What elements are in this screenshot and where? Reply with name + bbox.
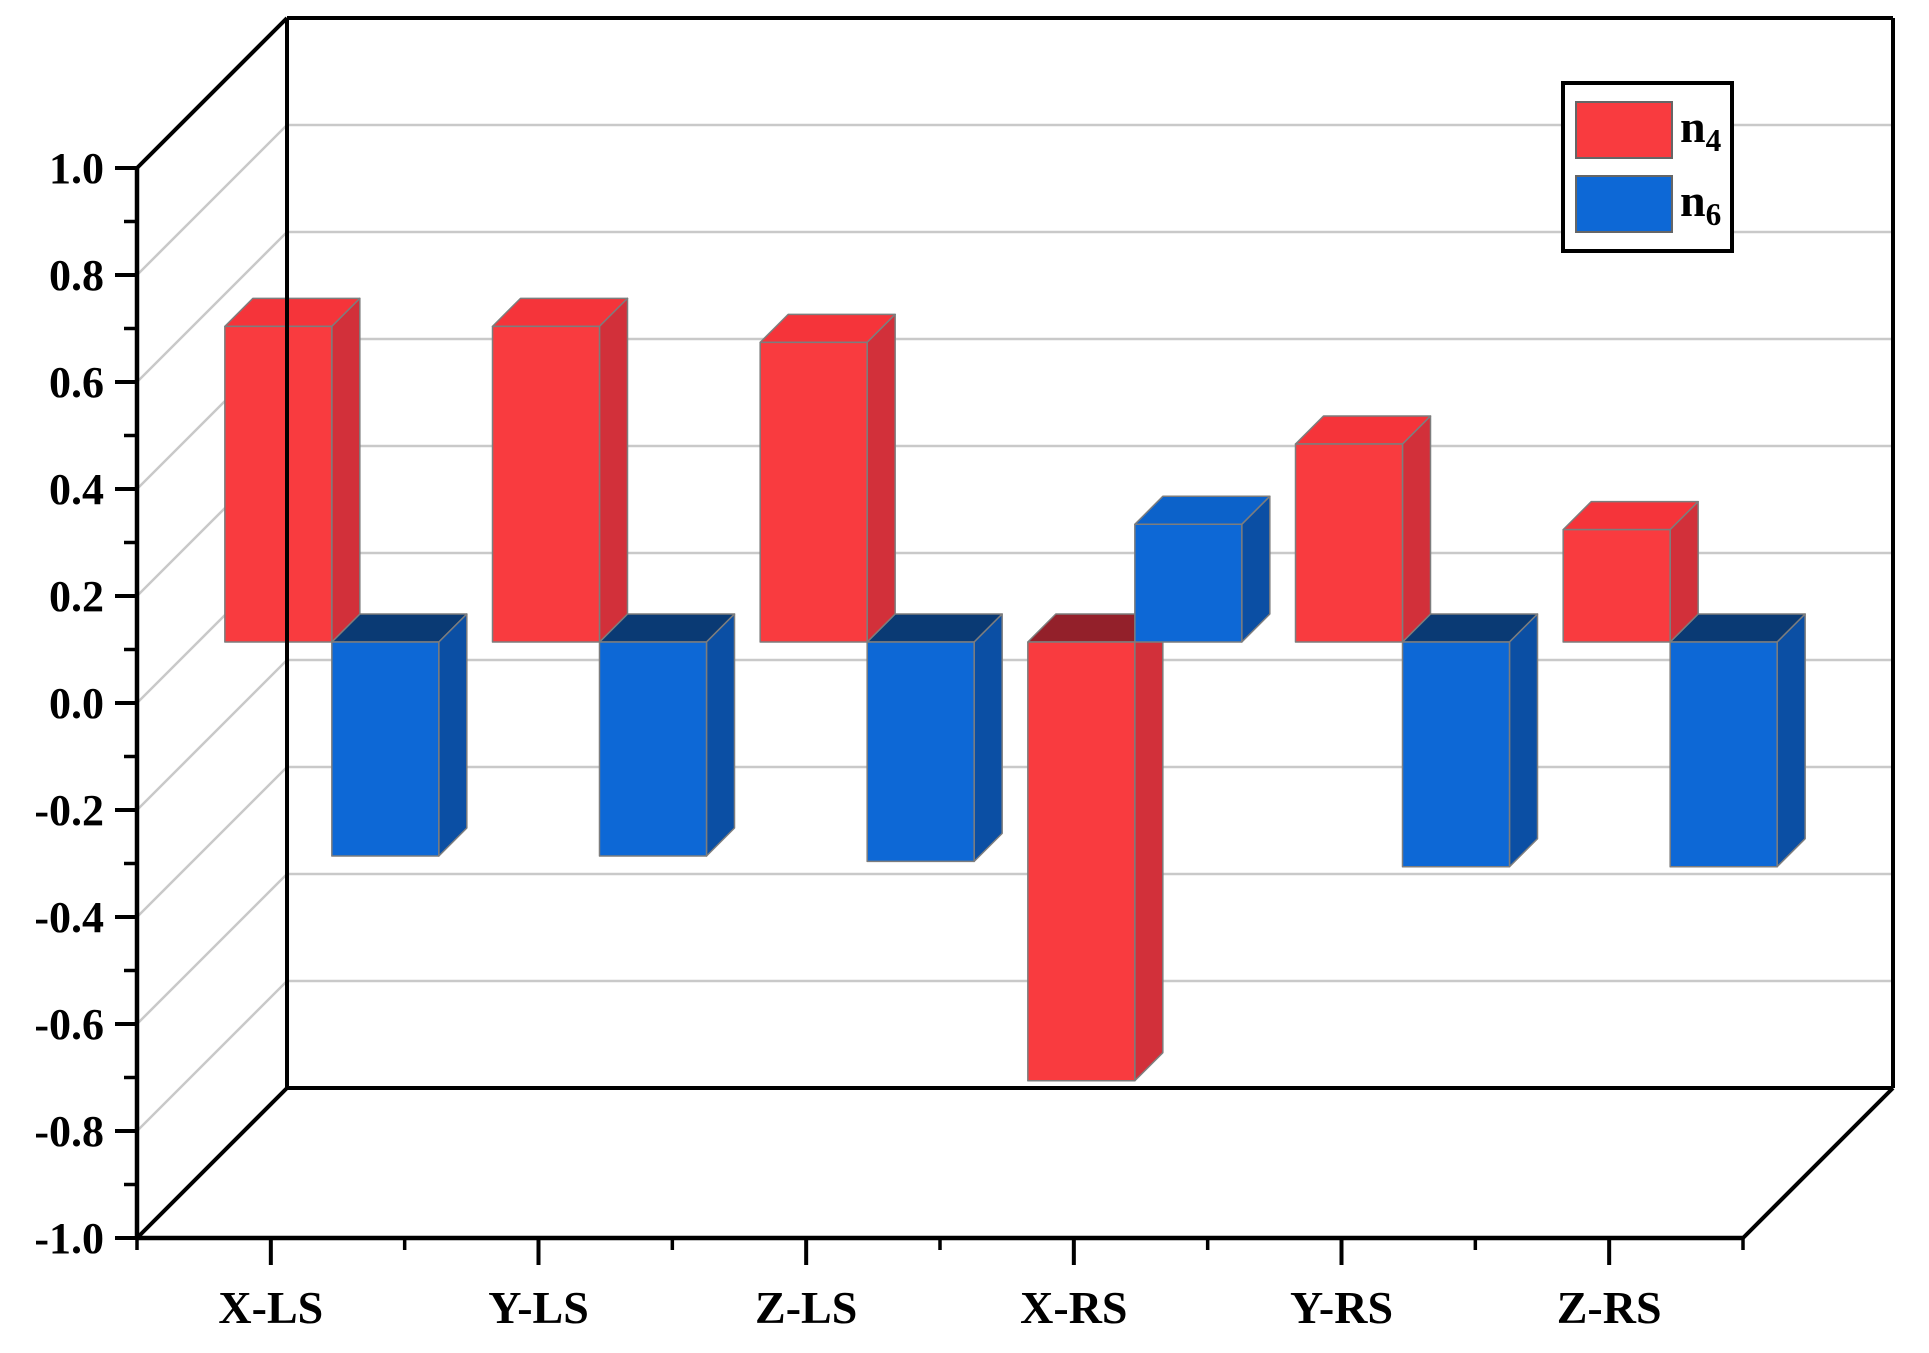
category-label-X-RS: X-RS — [1020, 1282, 1127, 1333]
bar-n6-X-LS-side — [438, 613, 468, 857]
bar-n6-Z-RS-side — [1776, 613, 1806, 868]
box-edge-floor-left — [135, 1086, 289, 1240]
bar-n6-Z-LS-side — [973, 613, 1003, 863]
y-tick-label--1.0: -1.0 — [34, 1214, 104, 1263]
box-edge-leftwall-top — [135, 16, 289, 170]
legend-label-n4: n4 — [1680, 100, 1722, 158]
bar-n4-X-RS-side — [1134, 613, 1164, 1082]
y-tick-label--0.2: -0.2 — [34, 786, 104, 835]
left-wall-gridline--0.2 — [136, 659, 288, 811]
legend-swatch-n6 — [1575, 175, 1673, 233]
y-tick-label-0.4: 0.4 — [49, 465, 104, 514]
box-edge-floor-right — [1741, 1086, 1895, 1240]
legend-item-n6: n6 — [1575, 175, 1730, 233]
left-wall-gridline-0.6 — [136, 231, 288, 383]
bar-n4-X-LS-side — [331, 297, 361, 643]
left-wall-gridline--0.6 — [136, 873, 288, 1025]
category-label-Y-RS: Y-RS — [1290, 1282, 1393, 1333]
left-wall-gridline--0.4 — [136, 766, 288, 918]
bar-n6-X-RS-front — [1134, 523, 1243, 643]
legend: n4 n6 — [1561, 81, 1734, 253]
y-tick-label-0.0: 0.0 — [49, 679, 104, 728]
bar-n6-Z-RS-front — [1669, 641, 1778, 868]
bar-n4-X-LS-front — [224, 325, 333, 643]
bar-n4-Z-LS-front — [759, 341, 868, 643]
bar-n4-Y-LS-front — [491, 325, 601, 643]
bar-n4-Z-RS-front — [1562, 528, 1671, 643]
bar-n6-Y-RS-side — [1508, 613, 1539, 868]
category-label-Y-LS: Y-LS — [488, 1282, 589, 1333]
left-wall-gridline--0.8 — [136, 980, 288, 1132]
bar-n6-Y-LS-side — [705, 613, 736, 857]
y-tick-label--0.6: -0.6 — [34, 1000, 104, 1049]
y-tick-label-1.0: 1.0 — [49, 144, 104, 193]
y-tick-label--0.8: -0.8 — [34, 1107, 104, 1156]
legend-label-n6: n6 — [1680, 174, 1722, 232]
bar-n4-X-RS-front — [1027, 641, 1136, 1082]
bar-n4-Y-LS-side — [598, 297, 629, 643]
bar-n4-Y-RS-front — [1294, 443, 1404, 643]
category-label-X-LS: X-LS — [218, 1282, 323, 1333]
bar-n6-Y-RS-front — [1401, 641, 1511, 868]
legend-swatch-n4 — [1575, 101, 1673, 159]
legend-item-n4: n4 — [1575, 101, 1730, 159]
y-tick-label--0.4: -0.4 — [34, 893, 104, 942]
bar-n4-Y-RS-side — [1401, 415, 1432, 643]
bar-n6-Z-LS-front — [866, 641, 975, 863]
bar-n4-Z-LS-side — [866, 313, 896, 643]
bar-n6-Y-LS-front — [598, 641, 708, 857]
bar-n6-X-LS-front — [331, 641, 440, 857]
y-tick-label-0.8: 0.8 — [49, 251, 104, 300]
category-label-Z-LS: Z-LS — [755, 1282, 857, 1333]
category-label-Z-RS: Z-RS — [1557, 1282, 1662, 1333]
left-wall-gridline-0.8 — [136, 124, 288, 276]
y-tick-label-0.2: 0.2 — [49, 572, 104, 621]
y-tick-label-0.6: 0.6 — [49, 358, 104, 407]
